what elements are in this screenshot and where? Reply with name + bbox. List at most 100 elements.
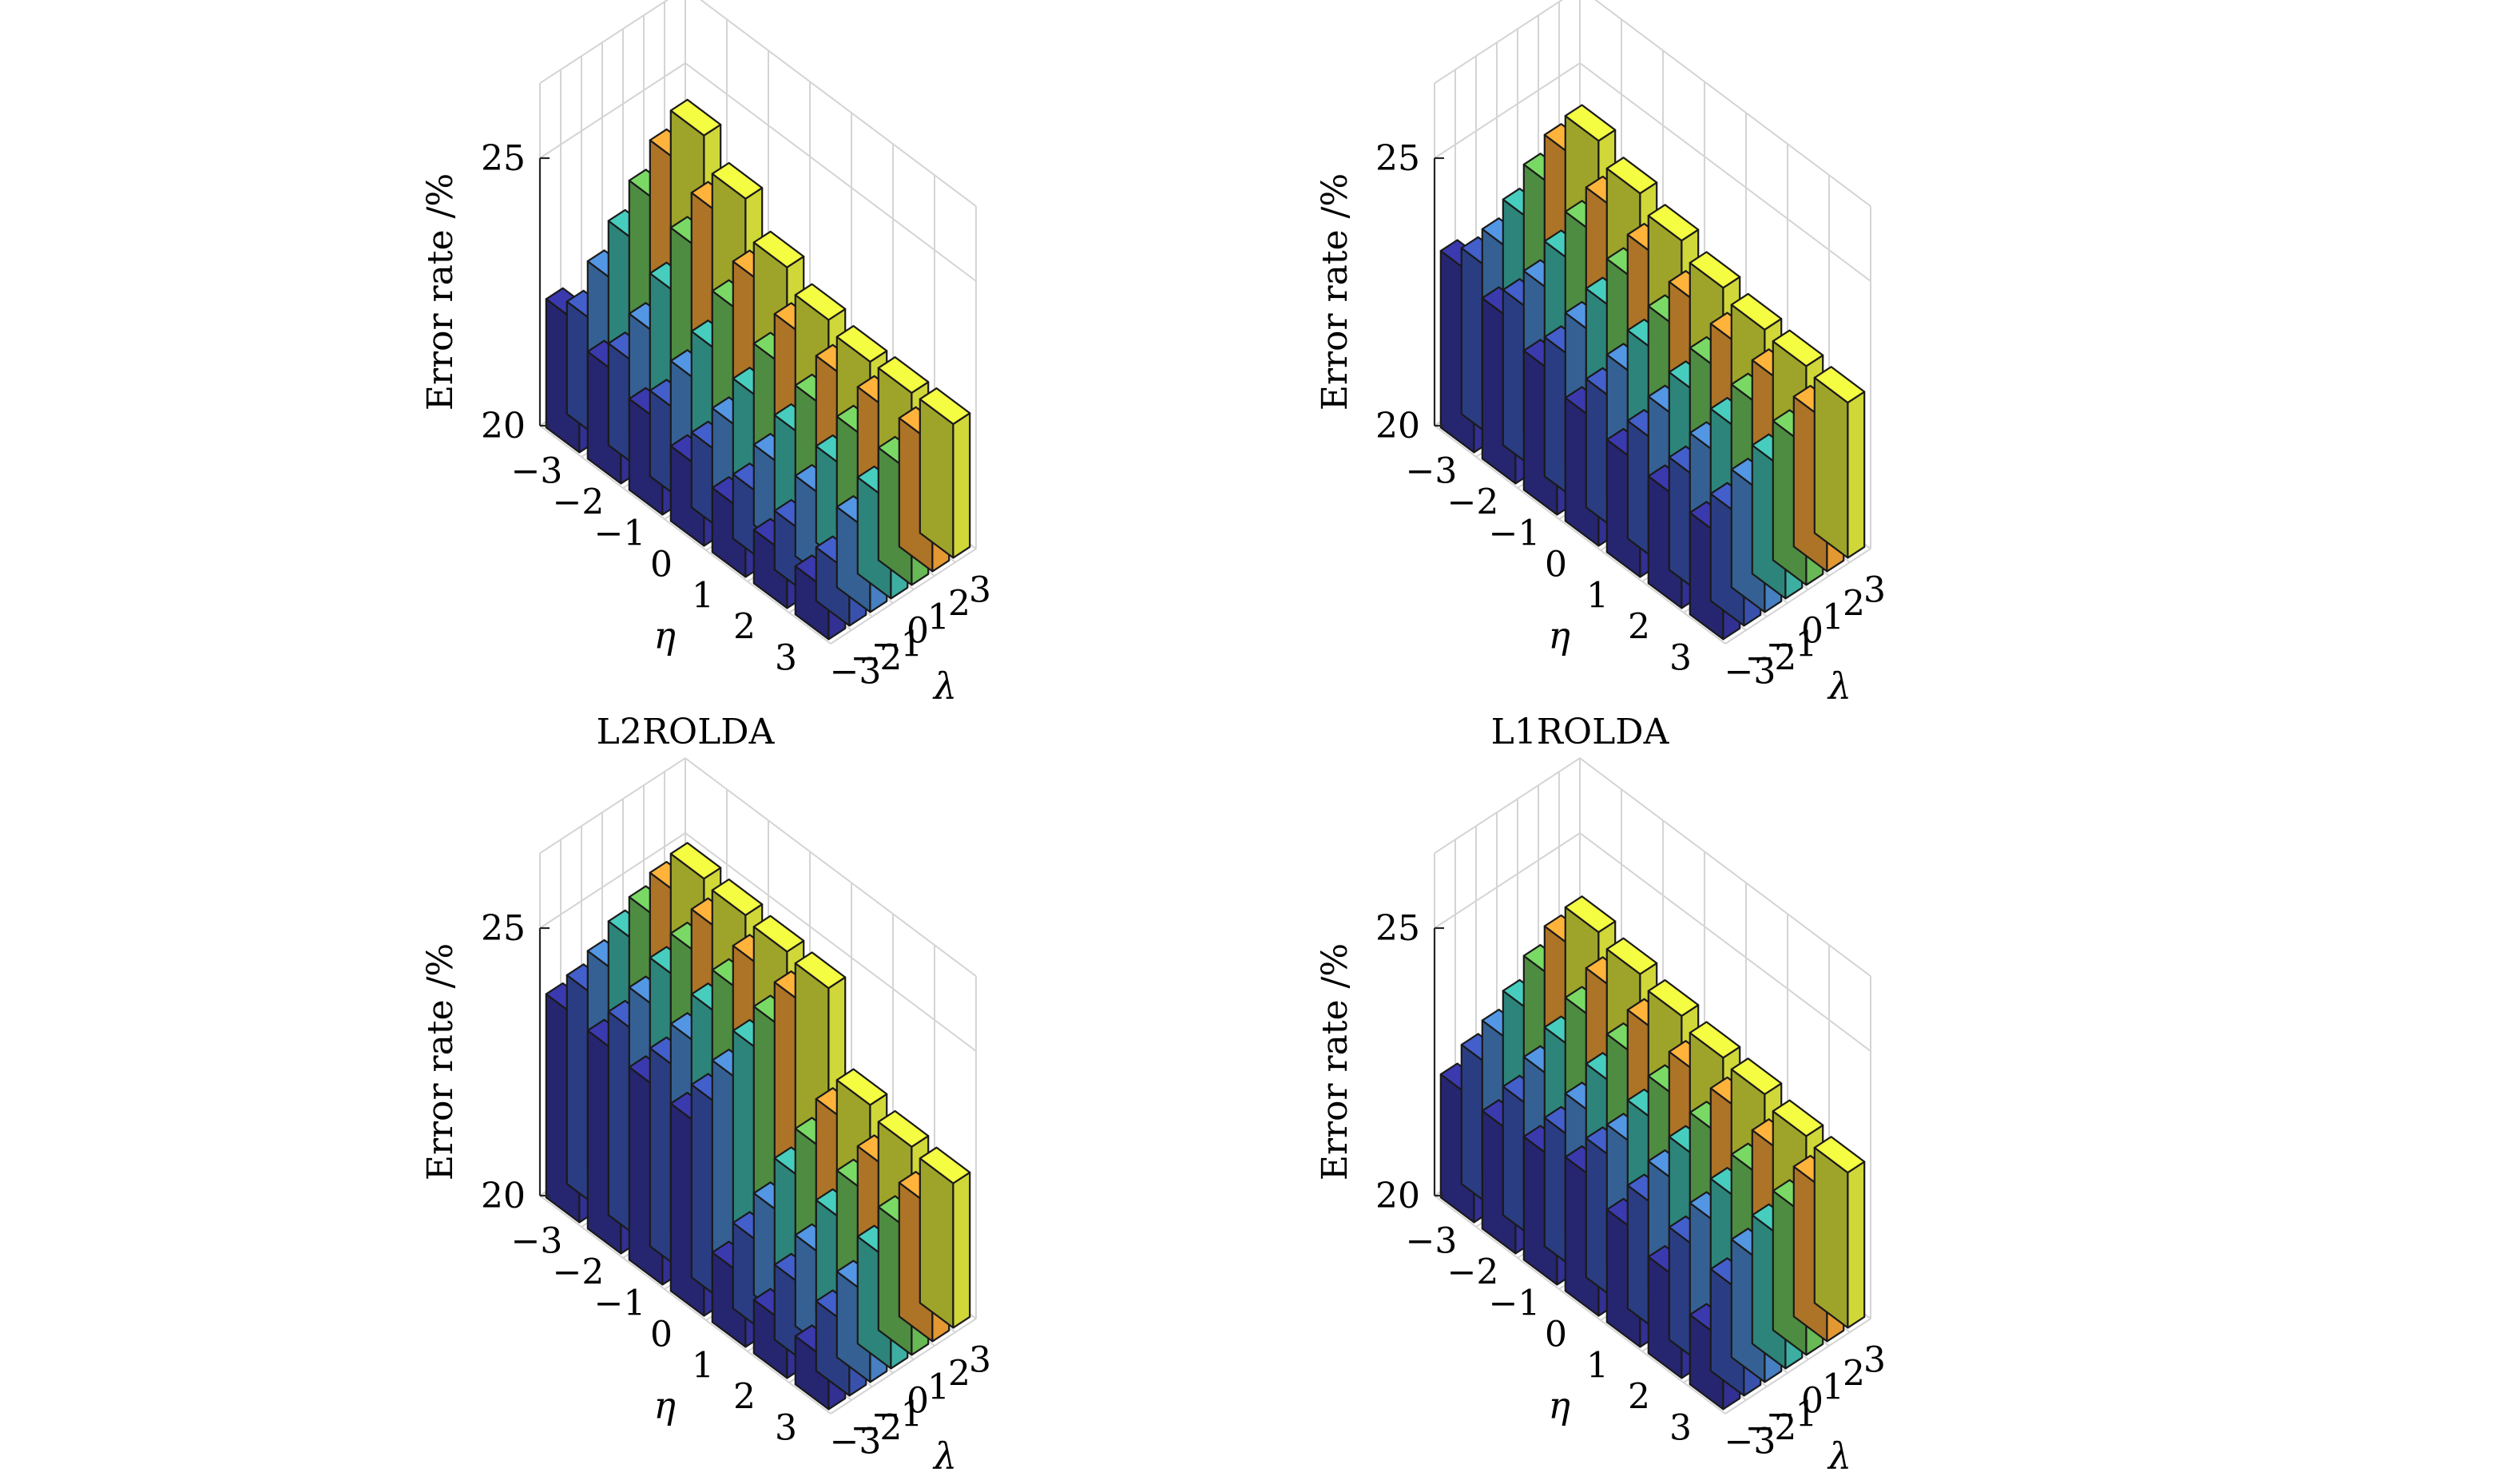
lambda-tick-label: 1 <box>1822 1367 1844 1408</box>
eta-tick-label: 1 <box>692 576 714 617</box>
eta-tick-label: −3 <box>511 451 563 492</box>
lambda-axis-label: λ <box>1827 1434 1851 1478</box>
z-axis: 20 25 Error rate /% <box>420 908 550 1216</box>
z-tick-label: 20 <box>481 406 526 446</box>
eta-tick-label: 0 <box>650 545 673 585</box>
eta-tick-label: 0 <box>1545 545 1567 585</box>
lambda-tick-label: 0 <box>1801 1381 1824 1422</box>
lambda-tick-label: −2 <box>1745 1408 1797 1449</box>
lambda-tick-label: 3 <box>1863 1340 1886 1381</box>
eta-axis-label: η <box>1548 1383 1570 1426</box>
bars <box>1439 895 1866 1411</box>
z-tick-label: 20 <box>1375 406 1420 446</box>
bar <box>1813 1136 1866 1329</box>
lambda-tick-label: −3 <box>830 652 882 692</box>
lambda-tick-label: −3 <box>1724 652 1776 692</box>
lambda-tick-label: 1 <box>1822 597 1844 638</box>
eta-tick-label: 2 <box>1628 1377 1650 1418</box>
eta-tick-label: 3 <box>1669 1408 1692 1449</box>
z-tick-label: 25 <box>481 138 526 179</box>
lambda-tick-label: −1 <box>1766 625 1818 665</box>
bar <box>1813 366 1866 559</box>
eta-tick-label: −1 <box>1489 1284 1541 1324</box>
eta-tick-label: 1 <box>1586 576 1609 617</box>
z-tick-label: 20 <box>1375 1176 1420 1216</box>
eta-tick-label: 3 <box>775 638 797 679</box>
z-tick-label: 20 <box>481 1176 526 1216</box>
eta-tick-label: −2 <box>553 1252 605 1293</box>
eta-axis-label: η <box>653 1383 676 1426</box>
z-axis: 20 25 Error rate /% <box>420 138 550 446</box>
lambda-tick-label: 0 <box>907 1381 929 1422</box>
z-axis-label: Error rate /% <box>1315 173 1355 411</box>
eta-tick-label: −1 <box>594 514 646 554</box>
bars <box>545 842 971 1411</box>
subplot-title: L2ROLDA <box>597 712 776 752</box>
eta-tick-label: 2 <box>1628 607 1650 648</box>
bar <box>919 1146 971 1329</box>
eta-tick-label: −3 <box>1406 451 1458 492</box>
bars <box>545 98 971 641</box>
lambda-tick-label: −1 <box>871 625 923 665</box>
lambda-tick-label: 3 <box>969 1340 991 1381</box>
z-axis-label: Error rate /% <box>420 173 461 411</box>
lambda-tick-label: 2 <box>948 1354 970 1395</box>
eta-tick-label: 2 <box>733 607 756 648</box>
z-axis-label: Error rate /% <box>420 943 461 1180</box>
eta-tick-label: −1 <box>594 1284 646 1324</box>
eta-tick-label: 0 <box>1545 1315 1567 1355</box>
z-tick-label: 25 <box>1375 908 1420 949</box>
eta-axis-label: η <box>653 613 676 657</box>
eta-tick-label: 0 <box>650 1315 673 1355</box>
lambda-tick-label: 2 <box>1843 1354 1865 1395</box>
lambda-tick-label: 0 <box>907 611 929 652</box>
eta-tick-label: −3 <box>511 1221 563 1262</box>
lambda-tick-label: 2 <box>1843 584 1865 625</box>
lambda-tick-label: −2 <box>851 638 903 679</box>
eta-tick-label: −2 <box>1447 1252 1499 1293</box>
z-axis: 20 25 Error rate /% <box>1315 908 1444 1216</box>
eta-tick-label: 2 <box>733 1377 756 1418</box>
eta-tick-label: 3 <box>775 1408 797 1449</box>
eta-tick-label: −2 <box>1447 482 1499 523</box>
lambda-tick-label: 3 <box>969 570 991 611</box>
bars <box>1439 104 1866 641</box>
lambda-tick-label: −2 <box>851 1408 903 1449</box>
lambda-tick-label: 1 <box>927 597 950 638</box>
z-tick-label: 25 <box>1375 138 1420 179</box>
z-axis-label: Error rate /% <box>1315 943 1355 1180</box>
lambda-tick-label: 2 <box>948 584 970 625</box>
z-tick-label: 25 <box>481 908 526 949</box>
bar <box>919 387 971 559</box>
eta-tick-label: 1 <box>1586 1346 1609 1387</box>
eta-tick-label: −2 <box>553 482 605 523</box>
lambda-axis-label: λ <box>932 1434 957 1478</box>
eta-tick-label: −3 <box>1406 1221 1458 1262</box>
lambda-tick-label: 1 <box>927 1367 950 1408</box>
subplot-title: L1ROLDA <box>1491 712 1670 752</box>
lambda-tick-label: −3 <box>830 1422 882 1462</box>
lambda-tick-label: −1 <box>1766 1395 1818 1435</box>
eta-axis-label: η <box>1548 613 1570 657</box>
eta-tick-label: 3 <box>1669 638 1692 679</box>
eta-tick-label: −1 <box>1489 514 1541 554</box>
eta-tick-label: 1 <box>692 1346 714 1387</box>
lambda-tick-label: −3 <box>1724 1422 1776 1462</box>
lambda-tick-label: −2 <box>1745 638 1797 679</box>
lambda-tick-label: −1 <box>871 1395 923 1435</box>
lambda-axis-label: λ <box>932 665 957 708</box>
lambda-axis-label: λ <box>1827 665 1851 708</box>
z-axis: 20 25 Error rate /% <box>1315 138 1444 446</box>
